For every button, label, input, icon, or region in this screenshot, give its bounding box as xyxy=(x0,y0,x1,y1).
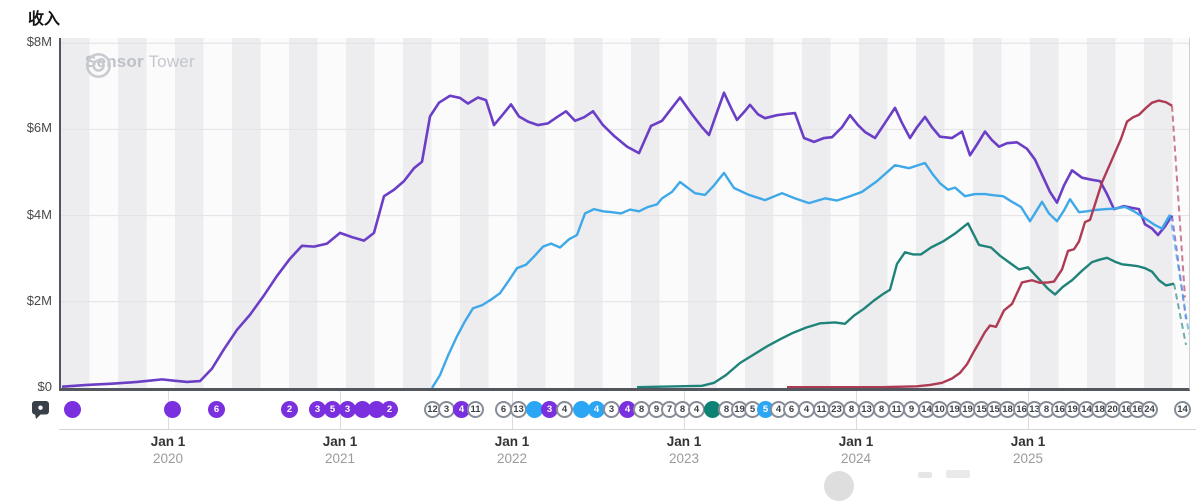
sensor-tower-watermark-text: Sensor Tower xyxy=(85,52,195,71)
y-axis-label: $6M xyxy=(26,120,52,136)
event-marker-badge[interactable]: 14 xyxy=(918,401,935,418)
y-axis-label: $8M xyxy=(26,34,52,50)
event-marker-badge[interactable]: 2 xyxy=(381,401,398,418)
x-axis-tick-label: Jan 1 2023 xyxy=(666,434,702,466)
sensor-tower-logo-icon xyxy=(86,53,111,78)
event-marker-badge[interactable]: 19 xyxy=(731,401,748,418)
strip-separator-line xyxy=(59,429,1196,430)
partial-logo-mark xyxy=(918,472,932,478)
event-marker-badge[interactable]: 15 xyxy=(973,401,990,418)
x-axis-tick-label: Jan 1 2020 xyxy=(150,434,186,466)
x-axis-tick-label: Jan 1 2022 xyxy=(494,434,530,466)
x-axis-tick-label: Jan 1 2025 xyxy=(1010,434,1046,466)
annotation-bubble-icon[interactable] xyxy=(31,400,51,420)
event-marker-badge[interactable]: 4 xyxy=(453,401,470,418)
event-marker-badge[interactable] xyxy=(526,401,543,418)
event-marker-badge[interactable]: 14 xyxy=(1174,401,1191,418)
sensor-tower-watermark: Sensor Tower xyxy=(85,52,195,78)
event-marker-strip: 6 2 3 5 3 2 12 3 4 11 6 13 3 4 4 3 4 8 9 7 8 4 8 19 5 5 4 6 4 11 23 8 13… xyxy=(0,391,1200,429)
event-marker-badge[interactable]: 4 xyxy=(688,401,705,418)
page-title: 收入 xyxy=(28,11,61,28)
event-marker-badge[interactable]: 5 xyxy=(757,401,774,418)
y-axis-label: $2M xyxy=(26,292,52,308)
series-line-teal xyxy=(636,222,1175,388)
series-dashed-tail-light-blue xyxy=(1169,214,1189,335)
event-marker-badge[interactable] xyxy=(354,401,371,418)
series-line-purple xyxy=(61,91,1174,388)
event-marker-badge[interactable]: 14 xyxy=(1078,401,1095,418)
event-marker-badge[interactable]: 18 xyxy=(1091,401,1108,418)
event-marker-badge[interactable]: 8 xyxy=(873,401,890,418)
event-marker-badge[interactable] xyxy=(704,401,721,418)
plot-svg xyxy=(61,42,1189,388)
event-marker-badge[interactable] xyxy=(64,401,81,418)
series-line-light-blue xyxy=(430,161,1172,388)
event-marker-badge[interactable]: 3 xyxy=(339,401,356,418)
series-dashed-tail-teal xyxy=(1173,283,1187,346)
event-marker-badge[interactable]: 4 xyxy=(556,401,573,418)
y-axis-label: $4M xyxy=(26,206,52,222)
series-line-crimson xyxy=(787,99,1173,388)
x-axis-tick-label: Jan 1 2021 xyxy=(322,434,358,466)
chart-plot-area: Sensor Tower xyxy=(59,38,1190,391)
event-marker-badge[interactable]: 11 xyxy=(888,401,905,418)
event-marker-badge[interactable]: 24 xyxy=(1141,401,1158,418)
event-marker-badge[interactable] xyxy=(368,401,385,418)
event-marker-badge[interactable]: 11 xyxy=(467,401,484,418)
event-marker-badge[interactable]: 13 xyxy=(510,401,527,418)
partial-sensor-tower-watermark xyxy=(820,468,980,501)
event-marker-badge[interactable]: 3 xyxy=(541,401,558,418)
x-axis-tick-label: Jan 1 2024 xyxy=(838,434,874,466)
event-marker-badge[interactable] xyxy=(164,401,181,418)
series-dashed-tail-crimson xyxy=(1171,105,1186,298)
event-marker-badge[interactable]: 3 xyxy=(603,401,620,418)
partial-logo-mark xyxy=(946,470,970,478)
event-marker-badge[interactable]: 2 xyxy=(281,401,298,418)
event-marker-badge[interactable]: 3 xyxy=(309,401,326,418)
event-marker-badge[interactable]: 4 xyxy=(588,401,605,418)
event-marker-badge[interactable]: 8 xyxy=(674,401,691,418)
event-marker-badge[interactable]: 4 xyxy=(619,401,636,418)
y-axis-label: $0 xyxy=(37,379,52,394)
event-marker-badge[interactable] xyxy=(573,401,590,418)
event-marker-badge[interactable]: 6 xyxy=(208,401,225,418)
event-marker-badge[interactable]: 5 xyxy=(324,401,341,418)
partial-logo-circle xyxy=(824,471,854,501)
